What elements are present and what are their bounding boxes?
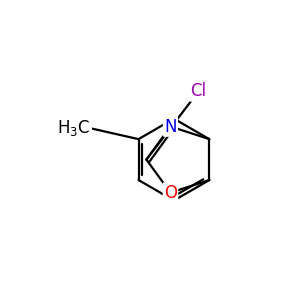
Text: Cl: Cl bbox=[190, 82, 207, 100]
Text: H$_3$C: H$_3$C bbox=[57, 118, 91, 138]
Text: N: N bbox=[164, 118, 177, 136]
Text: O: O bbox=[164, 184, 177, 202]
